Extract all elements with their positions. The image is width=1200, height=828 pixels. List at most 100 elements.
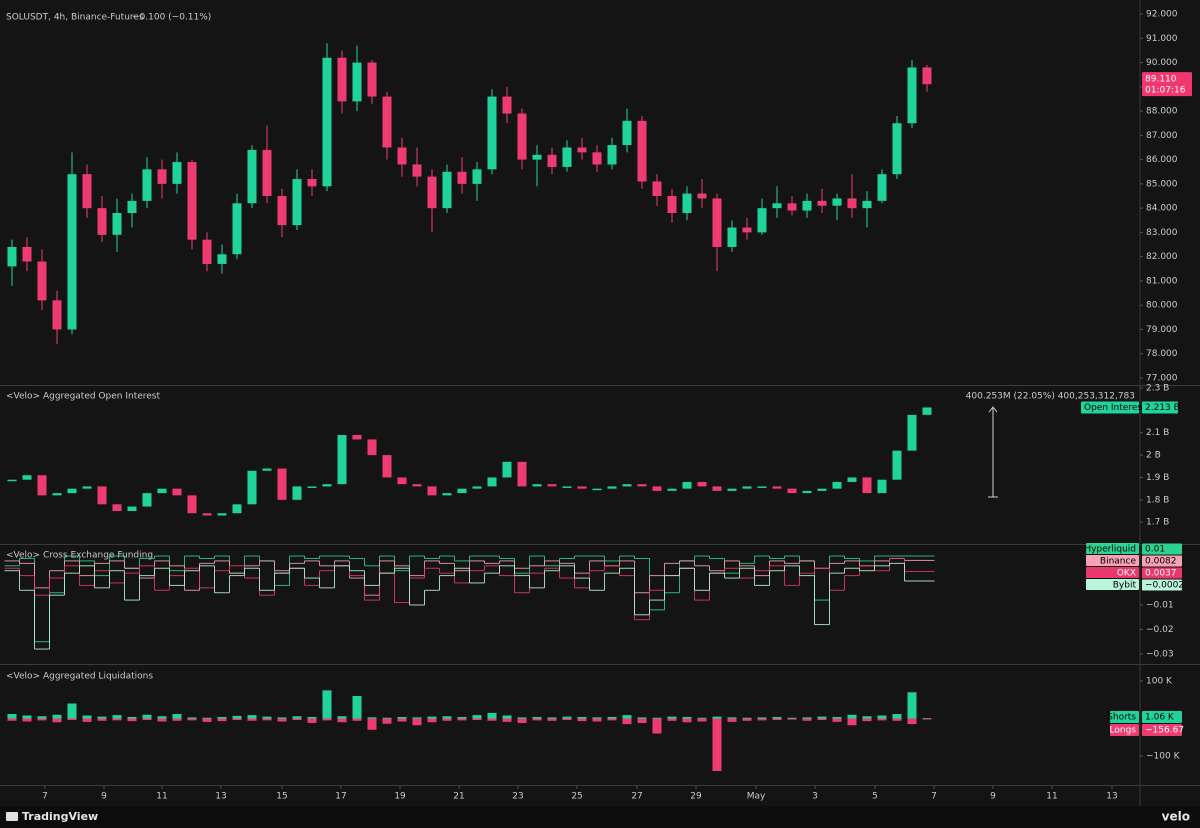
oi-bar — [877, 479, 887, 494]
candle-body — [202, 239, 212, 264]
y-tick-label: 91.000 — [1146, 34, 1178, 44]
candle-body — [172, 162, 182, 184]
liquidation-bar — [847, 718, 857, 726]
liquidation-bar — [487, 712, 497, 719]
liquidation-bar — [112, 715, 122, 719]
candle-body — [622, 120, 632, 146]
oi-bar — [757, 486, 767, 488]
liquidation-bar — [292, 716, 302, 719]
liquidation-bar — [727, 718, 737, 722]
liquidation-bar — [682, 717, 692, 719]
x-tick-label: 21 — [453, 792, 464, 802]
x-tick-label: 13 — [1106, 792, 1117, 802]
liquidation-bar — [817, 716, 827, 719]
candle-body — [847, 198, 857, 209]
liquidation-bar — [847, 714, 857, 719]
candle-body — [382, 96, 392, 148]
last-value-box — [1142, 543, 1182, 555]
liquidation-bar — [877, 718, 887, 721]
oi-bar — [652, 486, 662, 491]
liquidation-bar — [622, 715, 632, 719]
measure-arrow — [988, 406, 998, 498]
liquidation-bar — [367, 717, 377, 719]
symbol-title: SOLUSDT, 4h, Binance-Futures — [6, 13, 144, 23]
liquidation-bar — [277, 717, 287, 719]
last-value: 0.0037 — [1145, 569, 1177, 579]
liquidation-bar — [757, 718, 767, 721]
liquidation-bar — [202, 718, 212, 722]
liquidation-bar — [367, 718, 377, 730]
oi-bar — [817, 488, 827, 491]
pane-title: <Velo> Cross Exchange Funding — [6, 551, 153, 561]
logo-mark — [6, 812, 18, 821]
liquidation-bar — [622, 718, 632, 725]
candle-body — [637, 120, 647, 182]
liquidation-bar — [907, 692, 917, 719]
oi-bar — [472, 486, 482, 489]
liquidation-bar — [247, 718, 257, 721]
liquidation-bar — [97, 718, 107, 721]
candle-body — [877, 174, 887, 201]
last-value-box — [1142, 567, 1182, 579]
candle-body — [592, 152, 602, 165]
liquidation-bar — [187, 718, 197, 721]
countdown: 01:07:16 — [1145, 86, 1186, 96]
candle-body — [577, 147, 587, 153]
last-value-box — [1142, 711, 1182, 723]
oi-bar — [442, 493, 452, 496]
liquidation-bar — [502, 715, 512, 719]
liquidation-bar — [307, 717, 317, 719]
oi-bar — [667, 488, 677, 491]
oi-bar — [547, 484, 557, 487]
liquidation-bar — [772, 717, 782, 719]
footer-brand: TradingView — [22, 810, 98, 823]
candle-body — [757, 208, 767, 233]
candle-body — [772, 203, 782, 209]
liquidation-bar — [292, 718, 302, 721]
liquidation-bar — [592, 718, 602, 722]
oi-bar — [712, 486, 722, 491]
liquidation-bar — [142, 718, 152, 721]
liquidation-bar — [832, 717, 842, 719]
liquidation-bar — [247, 715, 257, 719]
liquidation-bar — [607, 717, 617, 719]
liquidation-bar — [22, 718, 32, 722]
last-value-box — [1142, 401, 1178, 414]
oi-bar — [367, 439, 377, 456]
liquidation-bar — [217, 717, 227, 719]
candle-body — [352, 62, 362, 102]
candle-body — [292, 179, 302, 226]
liquidation-bar — [772, 718, 782, 721]
y-tick-label: 90.000 — [1146, 58, 1178, 68]
liquidation-bar — [52, 718, 62, 723]
candle-body — [367, 62, 377, 97]
liquidation-bar — [907, 718, 917, 725]
liquidation-bar — [217, 718, 227, 722]
candle-body — [397, 147, 407, 165]
liquidation-bar — [517, 717, 527, 719]
liquidation-bar — [457, 717, 467, 719]
oi-bar — [622, 484, 632, 487]
candle-body — [457, 171, 467, 184]
candle-body — [907, 67, 917, 124]
candle-body — [817, 200, 827, 206]
liquidation-bar — [67, 718, 77, 721]
series-name-box — [1081, 401, 1139, 414]
oi-bar — [742, 486, 752, 489]
oi-bar — [262, 468, 272, 471]
liquidation-bar — [877, 715, 887, 719]
y-tick-label: 86.000 — [1146, 155, 1178, 165]
x-tick-label: 23 — [512, 792, 523, 802]
x-tick-label: 9 — [990, 792, 996, 802]
y-tick-label: −0.03 — [1146, 649, 1174, 659]
x-tick-label: 25 — [571, 792, 582, 802]
oi-bar — [922, 407, 932, 415]
liquidation-bar — [817, 718, 827, 721]
y-tick-label: 100 K — [1146, 677, 1173, 687]
liquidation-bar — [892, 718, 902, 721]
candle-body — [892, 123, 902, 175]
y-tick-label: 92.000 — [1146, 10, 1178, 20]
candle-body — [127, 200, 137, 213]
liquidation-bar — [637, 717, 647, 719]
